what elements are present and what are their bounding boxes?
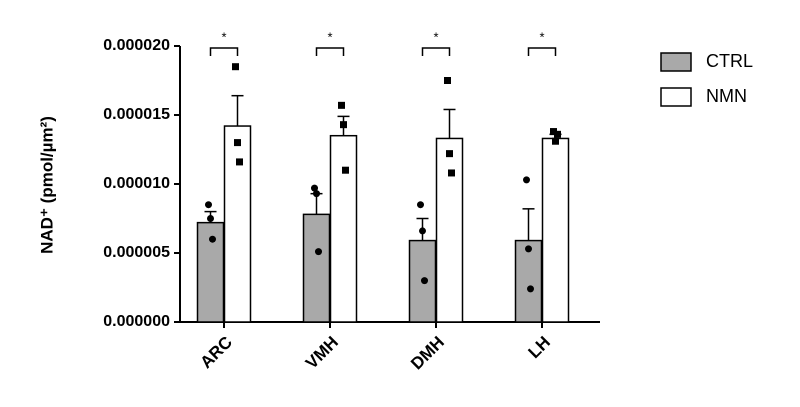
bar bbox=[541, 137, 570, 323]
legend-swatch bbox=[660, 52, 692, 72]
data-point bbox=[527, 285, 534, 293]
data-point bbox=[523, 176, 530, 184]
data-point bbox=[236, 158, 243, 166]
bar bbox=[223, 125, 252, 323]
bar bbox=[435, 137, 464, 323]
data-point bbox=[552, 137, 559, 145]
bar bbox=[302, 213, 331, 323]
significance-bracket bbox=[315, 47, 345, 56]
x-tick-label: DMH bbox=[407, 333, 448, 374]
data-point bbox=[554, 130, 561, 138]
data-point bbox=[419, 227, 426, 235]
data-point bbox=[207, 215, 214, 222]
y-tick-label: 0.000000 bbox=[103, 313, 170, 330]
significance-bracket bbox=[209, 47, 239, 56]
significance-bracket bbox=[421, 47, 451, 56]
significance-bracket bbox=[527, 47, 557, 56]
data-point bbox=[313, 190, 320, 198]
legend-swatch bbox=[660, 87, 692, 107]
data-point bbox=[209, 235, 216, 243]
bar bbox=[514, 239, 543, 323]
data-point bbox=[446, 150, 453, 158]
significance-label: * bbox=[221, 29, 226, 44]
bar bbox=[329, 134, 358, 323]
data-point bbox=[525, 245, 532, 253]
y-axis-label: NAD⁺ (pmol/µm²) bbox=[37, 116, 56, 254]
data-point bbox=[550, 128, 557, 136]
significance-label: * bbox=[539, 29, 544, 44]
significance-label: * bbox=[433, 29, 438, 44]
data-point bbox=[205, 201, 212, 209]
data-point bbox=[421, 277, 428, 285]
y-tick-label: 0.000015 bbox=[103, 106, 170, 123]
data-point bbox=[232, 63, 239, 71]
data-point bbox=[340, 121, 347, 129]
y-tick-label: 0.000020 bbox=[103, 37, 170, 54]
data-point bbox=[444, 77, 451, 84]
x-tick-label: LH bbox=[525, 333, 554, 362]
legend-label: CTRL bbox=[706, 51, 753, 71]
x-tick-label: ARC bbox=[197, 333, 236, 372]
data-point bbox=[417, 201, 424, 209]
significance-label: * bbox=[327, 29, 332, 44]
data-point bbox=[311, 184, 318, 192]
y-tick-label: 0.000005 bbox=[103, 244, 170, 261]
x-tick-label: VMH bbox=[302, 333, 342, 373]
legend-label: NMN bbox=[706, 86, 747, 106]
data-point bbox=[448, 169, 455, 177]
data-point bbox=[338, 101, 345, 109]
y-tick-label: 0.000010 bbox=[103, 175, 170, 192]
data-point bbox=[342, 166, 349, 174]
data-point bbox=[315, 248, 322, 256]
data-point bbox=[234, 139, 241, 147]
